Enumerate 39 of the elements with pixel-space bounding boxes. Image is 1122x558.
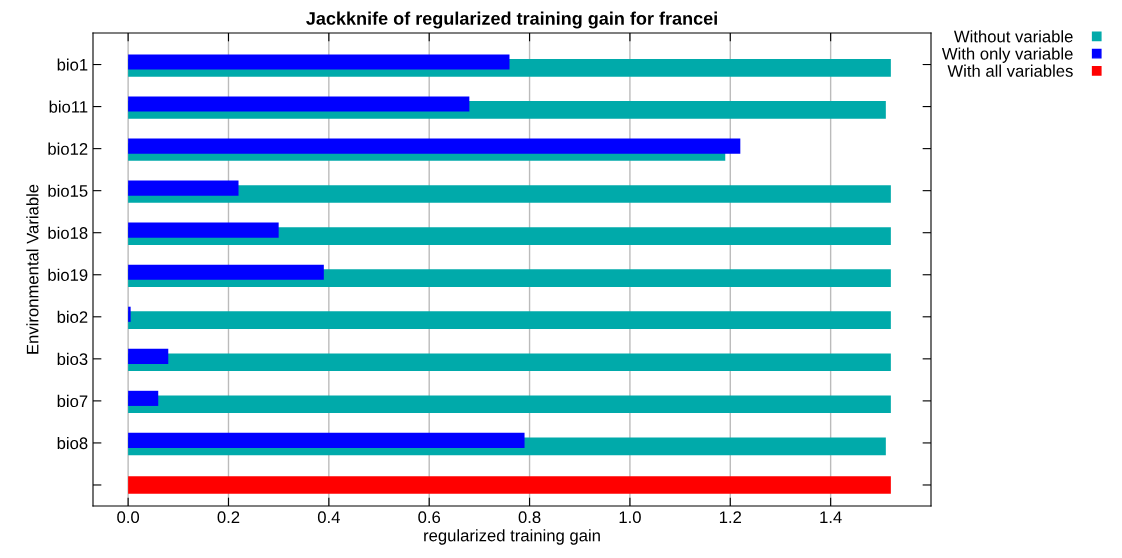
bar (128, 185, 891, 203)
bar (128, 311, 891, 329)
x-tick-label: 0.4 (317, 511, 340, 524)
x-tick-label: 0.8 (518, 511, 541, 524)
x-tick-label: 1.4 (820, 511, 842, 523)
y-tick-label: bio15 (48, 184, 88, 197)
x-tick-label: 1.0 (619, 511, 641, 524)
y-tick-label: bio8 (57, 436, 88, 450)
x-tick-label: 0.0 (117, 511, 140, 524)
x-tick-label: 1.2 (719, 511, 742, 523)
y-axis-title: Environmental Variable (26, 184, 39, 354)
bar (128, 390, 159, 406)
y-tick-label: bio19 (48, 268, 88, 281)
bar (128, 138, 741, 154)
bar (128, 96, 470, 112)
bar (128, 348, 169, 364)
y-tick-label: bio18 (48, 226, 88, 239)
y-tick-label: bio1 (57, 58, 88, 71)
chart-title: Jackknife of regularized training gain for francei (306, 11, 717, 29)
y-tick-label: bio12 (48, 142, 88, 155)
bar (128, 180, 239, 196)
y-tick-label: bio11 (49, 100, 88, 113)
legend-label: With only variable (941, 47, 1073, 63)
x-tick-label: 0.6 (418, 511, 441, 524)
bar (128, 432, 525, 448)
legend-label: With all variables (947, 64, 1073, 77)
bar (128, 306, 131, 322)
bar (128, 476, 891, 494)
x-tick-label: 0.2 (217, 511, 240, 524)
bar (128, 222, 279, 238)
x-axis-title: regularized training gain (424, 529, 600, 545)
y-tick-label: bio3 (57, 352, 88, 366)
legend-label: Without variable (953, 30, 1073, 43)
bar (128, 353, 891, 372)
y-tick-label: bio7 (57, 394, 88, 408)
bar (128, 54, 510, 70)
bar (128, 395, 891, 414)
y-tick-label: bio2 (57, 310, 88, 323)
bar (128, 264, 324, 280)
